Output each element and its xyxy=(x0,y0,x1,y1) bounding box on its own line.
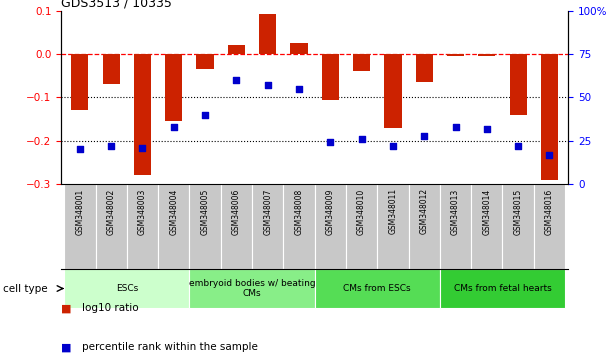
Point xyxy=(544,152,554,158)
Bar xyxy=(71,54,89,110)
Bar xyxy=(228,45,245,54)
Bar xyxy=(221,184,252,269)
Text: GSM348016: GSM348016 xyxy=(545,188,554,235)
Bar xyxy=(440,184,471,269)
Bar xyxy=(103,54,120,84)
Text: embryoid bodies w/ beating
CMs: embryoid bodies w/ beating CMs xyxy=(189,279,315,298)
Text: CMs from fetal hearts: CMs from fetal hearts xyxy=(453,284,551,293)
Point xyxy=(482,126,492,131)
Bar xyxy=(290,43,307,54)
Text: GSM348002: GSM348002 xyxy=(107,188,115,235)
Text: GSM348013: GSM348013 xyxy=(451,188,460,235)
Text: GDS3513 / 10335: GDS3513 / 10335 xyxy=(61,0,172,10)
Bar xyxy=(315,269,440,308)
Bar xyxy=(534,184,565,269)
Bar xyxy=(377,184,409,269)
Bar xyxy=(165,54,183,121)
Bar xyxy=(471,184,502,269)
Bar xyxy=(502,184,534,269)
Bar xyxy=(510,54,527,115)
Point xyxy=(106,143,116,149)
Bar xyxy=(353,54,370,72)
Text: GSM348010: GSM348010 xyxy=(357,188,366,235)
Text: GSM348014: GSM348014 xyxy=(482,188,491,235)
Text: GSM348005: GSM348005 xyxy=(200,188,210,235)
Text: GSM348008: GSM348008 xyxy=(295,188,304,235)
Point xyxy=(263,82,273,88)
Point xyxy=(357,136,367,142)
Text: GSM348004: GSM348004 xyxy=(169,188,178,235)
Bar xyxy=(189,269,315,308)
Text: GSM348011: GSM348011 xyxy=(389,188,397,234)
Text: cell type: cell type xyxy=(3,284,48,293)
Text: GSM348009: GSM348009 xyxy=(326,188,335,235)
Point xyxy=(388,143,398,149)
Bar xyxy=(284,184,315,269)
Bar xyxy=(197,54,214,69)
Point xyxy=(294,86,304,92)
Bar xyxy=(134,54,151,176)
Text: GSM348006: GSM348006 xyxy=(232,188,241,235)
Text: GSM348015: GSM348015 xyxy=(514,188,522,235)
Text: GSM348001: GSM348001 xyxy=(75,188,84,235)
Bar xyxy=(440,269,565,308)
Bar xyxy=(127,184,158,269)
Bar xyxy=(158,184,189,269)
Point xyxy=(451,124,461,130)
Point xyxy=(513,143,523,149)
Bar xyxy=(95,184,127,269)
Text: GSM348003: GSM348003 xyxy=(138,188,147,235)
Text: ■: ■ xyxy=(61,342,71,352)
Bar xyxy=(415,54,433,82)
Point xyxy=(137,145,147,150)
Point xyxy=(232,77,241,83)
Point xyxy=(200,112,210,118)
Text: log10 ratio: log10 ratio xyxy=(82,303,139,313)
Text: ■: ■ xyxy=(61,303,71,313)
Bar xyxy=(384,54,401,128)
Point xyxy=(169,124,178,130)
Bar xyxy=(346,184,377,269)
Bar xyxy=(478,54,496,56)
Bar xyxy=(64,269,189,308)
Text: percentile rank within the sample: percentile rank within the sample xyxy=(82,342,258,352)
Bar xyxy=(322,54,339,99)
Bar xyxy=(252,184,284,269)
Text: CMs from ESCs: CMs from ESCs xyxy=(343,284,411,293)
Bar xyxy=(189,184,221,269)
Point xyxy=(419,133,429,138)
Point xyxy=(326,139,335,145)
Bar xyxy=(447,54,464,56)
Bar xyxy=(259,14,276,54)
Text: GSM348007: GSM348007 xyxy=(263,188,273,235)
Bar xyxy=(64,184,95,269)
Bar xyxy=(409,184,440,269)
Text: ESCs: ESCs xyxy=(115,284,138,293)
Bar xyxy=(541,54,558,180)
Bar xyxy=(315,184,346,269)
Point xyxy=(75,147,85,152)
Text: GSM348012: GSM348012 xyxy=(420,188,429,234)
